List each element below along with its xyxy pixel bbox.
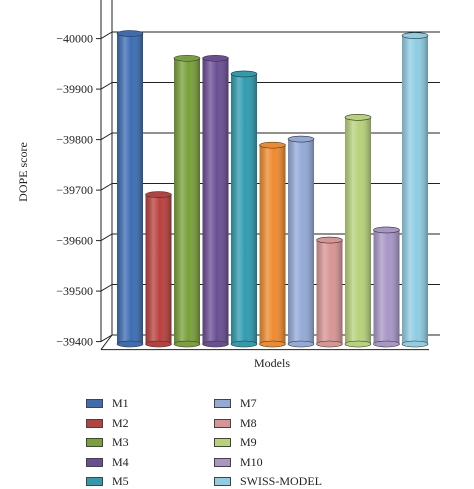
bar-top [287,135,315,143]
bar-top [173,54,201,62]
bar-base [401,340,429,348]
legend-label: SWISS-MODEL [240,474,323,488]
bar-top [316,236,343,244]
bar-base [145,340,172,348]
bar-base [316,340,343,348]
y-tick-label: −39800 [56,133,93,147]
bar-shading [231,73,257,344]
y-axis-label: DOPE score [16,142,30,202]
bar-shading [402,35,428,344]
bar-base [116,340,144,348]
bar-base [202,340,229,348]
y-tick-label: −40000 [56,32,93,46]
grid-line-depth [100,31,113,40]
bar-top [373,226,400,234]
bar-m2 [145,191,172,348]
y-tick-label: −39900 [56,82,93,96]
legend-item-m5: M5 [86,474,129,489]
y-tick-label: −39600 [56,234,93,248]
legend-label: M5 [112,474,129,488]
bar-m10 [373,226,400,348]
bar-m4 [202,54,229,348]
bar-top [202,54,229,62]
bar-top [344,114,372,121]
y-tick-label: −39500 [56,284,93,298]
bar-m1 [116,30,144,348]
bar-base [230,340,258,348]
x-axis-label: Models [254,356,290,370]
legend-swatch [86,477,103,486]
bar-shading [117,33,143,344]
floor-edge [100,334,113,350]
bar-m7 [287,135,315,348]
y-tick-label: −39400 [56,335,93,349]
bar-base [259,340,286,348]
y-axis: −40000 −39900 −39800 −39700 −39600 −39500 −394… [56,0,429,351]
bar-shading [202,58,229,344]
bar-m5 [230,70,258,348]
bar-shading [316,240,343,344]
bar-shading [259,145,286,344]
bar-m3 [173,54,201,348]
grid-line-depth [100,183,113,191]
grid-line-depth [100,82,113,90]
bar-base [344,340,372,348]
bar-shading [373,229,400,344]
grid-line-depth [100,284,113,292]
bar-top [145,191,172,198]
bar-top [116,30,144,37]
bar-shading [174,58,200,344]
y-tick-label: −39700 [56,183,93,197]
grid-line-depth [100,334,113,343]
bar-shading [145,194,172,344]
bar-top [259,141,286,149]
bars [116,30,429,348]
bar-shading [345,117,371,344]
legend-swatch [214,477,231,486]
bar-shading [288,139,314,344]
bar-top [401,32,429,39]
legend-item-swiss-model: SWISS-MODEL [214,474,322,489]
grid-line-depth [100,132,113,141]
grid-line-depth [100,233,113,242]
bar-m8 [316,236,343,348]
bar-top [230,70,258,78]
dope-score-bar-chart: −40000 −39900 −39800 −39700 −39600 −39500 −394… [16,0,440,370]
bar-m9 [344,114,372,348]
bar-base [373,340,400,348]
bar-base [173,340,201,348]
bar-swiss-model [401,32,429,348]
bar-base [287,340,315,348]
bar-m6 [259,141,286,348]
